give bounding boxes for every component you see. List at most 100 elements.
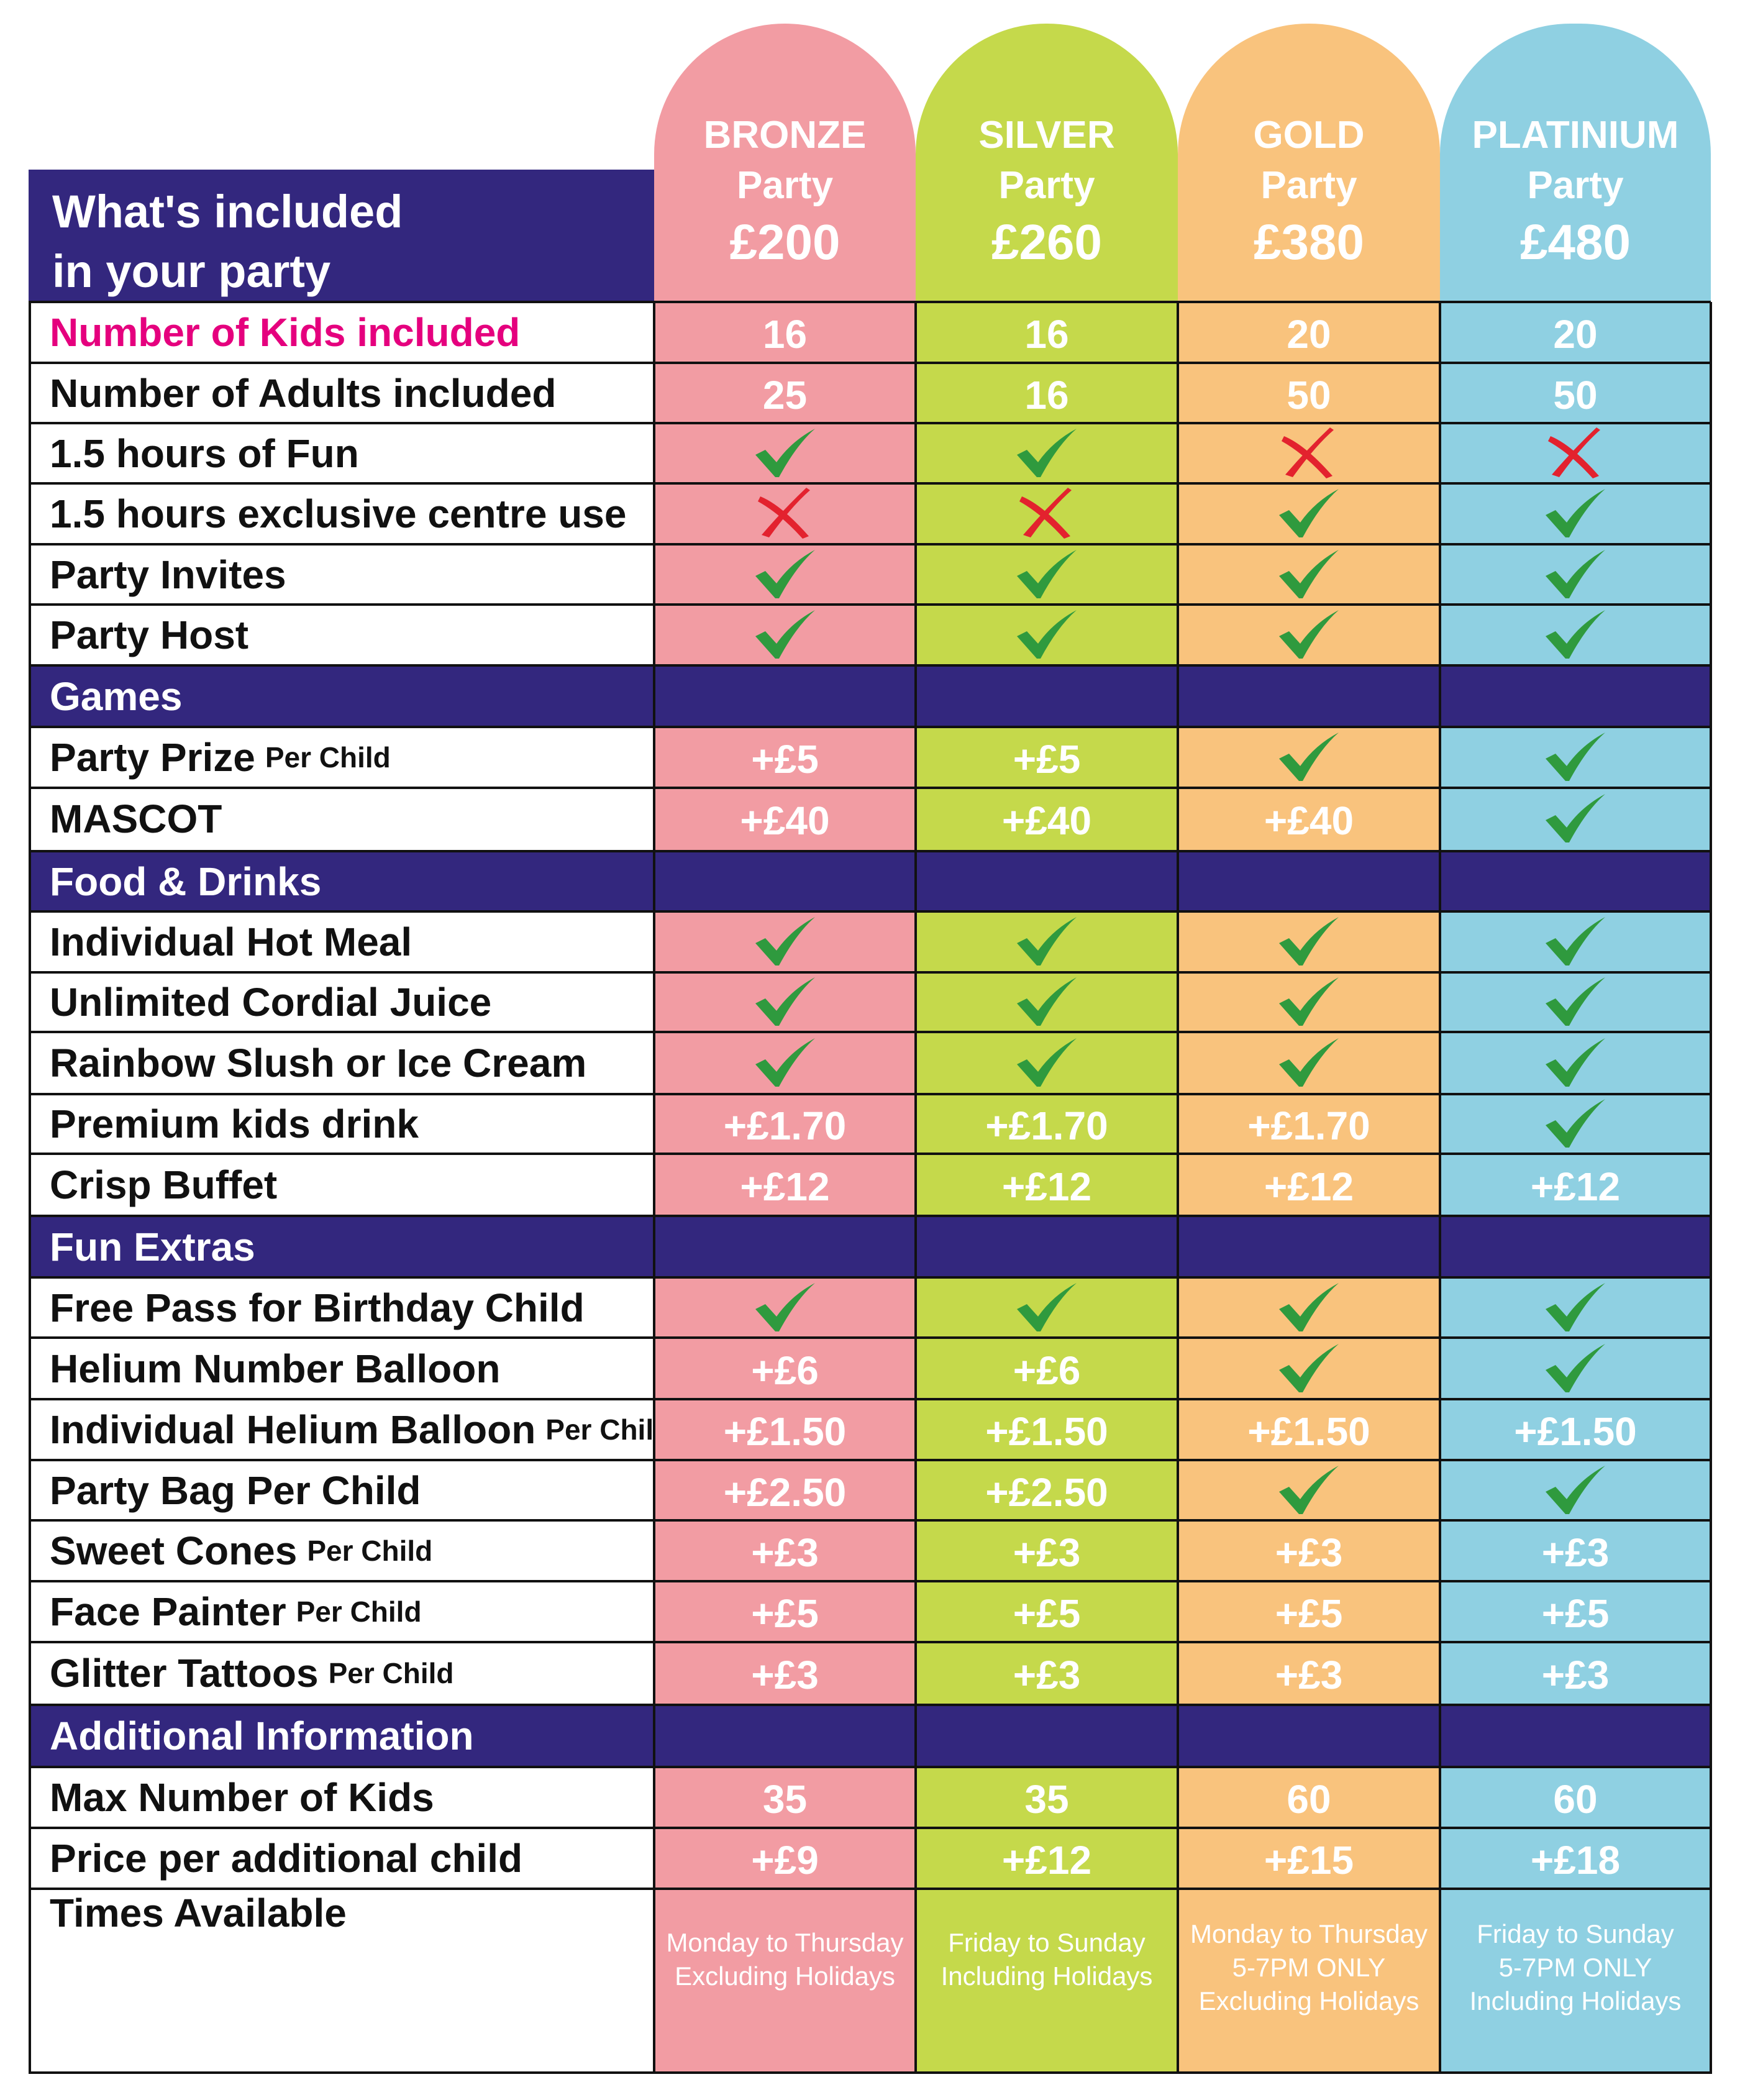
- value-cell: +£1.70: [916, 1094, 1178, 1154]
- value-cell: +£12: [1440, 1154, 1711, 1215]
- package-price: £260: [991, 214, 1102, 270]
- row-label-text: Games: [50, 673, 183, 719]
- check-icon: [654, 544, 916, 605]
- times-line: Friday to Sunday: [1477, 1919, 1674, 1948]
- row-label: Helium Number Balloon: [29, 1338, 654, 1399]
- check-icon: [916, 544, 1178, 605]
- row-label-text: Food & Drinks: [50, 859, 322, 904]
- row-label-text: Times Available: [50, 1891, 347, 1935]
- value-text: +£5: [1013, 1591, 1081, 1636]
- times-available-cell: Friday to Sunday Including Holidays: [916, 1889, 1178, 2073]
- section-title: Games: [29, 665, 654, 727]
- table-row: Rainbow Slush or Ice Cream: [29, 1032, 1711, 1094]
- value-text: +£12: [1530, 1164, 1621, 1209]
- row-label-suffix: Per Child: [545, 1413, 654, 1446]
- row-label: Party Prize Per Child: [29, 727, 654, 788]
- value-text: +£12: [1001, 1838, 1092, 1883]
- value-text: +£1.70: [985, 1103, 1108, 1148]
- value-text: 60: [1287, 1777, 1331, 1822]
- value-text: +£6: [1013, 1348, 1081, 1393]
- grid-line: [1439, 302, 1441, 2074]
- table-row: Party Prize Per Child +£5 +£5: [29, 727, 1711, 788]
- row-label-text: Crisp Buffet: [50, 1162, 278, 1207]
- table-title: What's included in your party: [29, 170, 654, 302]
- table-row: Max Number of Kids 35 35 60 60: [29, 1767, 1711, 1828]
- grid-line: [29, 1093, 1711, 1095]
- check-icon: [916, 1277, 1178, 1338]
- check-icon: [654, 1277, 916, 1338]
- row-label-text: Unlimited Cordial Juice: [50, 980, 492, 1025]
- row-label-text: Glitter Tattoos: [50, 1651, 319, 1696]
- row-label-text: Individual Hot Meal: [50, 920, 412, 964]
- row-label-text: Number of Adults included: [50, 370, 557, 416]
- check-icon: [1178, 1277, 1440, 1338]
- value-cell: +£12: [916, 1828, 1178, 1889]
- grid-line: [1177, 302, 1179, 2074]
- value-text: 60: [1553, 1777, 1598, 1822]
- value-text: +£6: [751, 1348, 819, 1393]
- grid-line: [29, 543, 1711, 546]
- grid-line: [29, 603, 1711, 606]
- grid-line: [29, 1888, 1711, 1890]
- value-cell: 16: [916, 302, 1178, 363]
- value-cell: 16: [654, 302, 916, 363]
- value-cell: +£5: [1440, 1581, 1711, 1642]
- value-text: 50: [1287, 372, 1331, 418]
- row-label-text: Fun Extras: [50, 1224, 255, 1269]
- check-icon: [916, 605, 1178, 665]
- times-line: Excluding Holidays: [675, 1961, 895, 1991]
- value-cell: +£15: [1178, 1828, 1440, 1889]
- grid-line: [29, 1766, 1711, 1768]
- cross-icon: [654, 483, 916, 544]
- value-text: +£1.50: [1247, 1409, 1370, 1454]
- check-icon: [654, 1032, 916, 1094]
- cross-icon: [916, 483, 1178, 544]
- package-party: Party: [736, 164, 834, 207]
- value-cell: +£1.70: [1178, 1094, 1440, 1154]
- value-cell: +£3: [916, 1520, 1178, 1581]
- value-cell: +£40: [654, 788, 916, 850]
- value-text: +£18: [1530, 1838, 1621, 1883]
- grid-line: [914, 302, 917, 2074]
- value-text: +£12: [1264, 1164, 1354, 1209]
- row-label-text: Rainbow Slush or Ice Cream: [50, 1041, 587, 1085]
- times-line: Friday to Sunday: [948, 1928, 1146, 1957]
- value-cell: +£5: [916, 1581, 1178, 1642]
- row-label-text: Helium Number Balloon: [50, 1346, 501, 1391]
- times-line: 5-7PM ONLY: [1498, 1953, 1652, 1982]
- check-icon: [654, 423, 916, 483]
- value-text: +£5: [751, 737, 819, 782]
- section-title: Additional Information: [29, 1705, 654, 1767]
- table-row: Free Pass for Birthday Child: [29, 1277, 1711, 1338]
- grid-line: [29, 787, 1711, 789]
- value-cell: 16: [916, 363, 1178, 423]
- row-label-text: Party Prize: [50, 735, 255, 780]
- check-icon: [916, 911, 1178, 972]
- row-label: Free Pass for Birthday Child: [29, 1277, 654, 1338]
- value-text: 16: [762, 312, 808, 357]
- package-party: Party: [1260, 164, 1357, 207]
- times-line: Including Holidays: [941, 1961, 1153, 1991]
- check-icon: [1178, 1338, 1440, 1399]
- table-row: MASCOT +£40 +£40 +£40: [29, 788, 1711, 850]
- row-label-suffix: Per Child: [265, 741, 391, 774]
- row-label-suffix: Per Child: [328, 1657, 454, 1689]
- grid-line: [653, 302, 655, 2074]
- table-row: Face Painter Per Child +£5 +£5 +£5 +£5: [29, 1581, 1711, 1642]
- value-text: +£3: [751, 1653, 819, 1697]
- grid-line: [29, 1641, 1711, 1643]
- value-text: 20: [1287, 312, 1331, 357]
- row-label-text: 1.5 hours of Fun: [50, 431, 359, 476]
- check-icon: [1440, 972, 1711, 1032]
- row-label-text: Sweet Cones: [50, 1528, 298, 1573]
- value-cell: 35: [654, 1767, 916, 1828]
- row-label: Premium kids drink: [29, 1094, 654, 1154]
- table-row: Individual Helium Balloon Per Child +£1.50…: [29, 1399, 1711, 1460]
- row-label-text: 1.5 hours exclusive centre use: [50, 491, 627, 536]
- value-cell: +£1.50: [654, 1399, 916, 1460]
- package-tier: GOLD: [1253, 114, 1365, 157]
- value-cell: +£3: [654, 1520, 916, 1581]
- value-cell: +£1.50: [1440, 1399, 1711, 1460]
- value-text: +£1.50: [723, 1409, 847, 1454]
- value-cell: +£3: [654, 1642, 916, 1704]
